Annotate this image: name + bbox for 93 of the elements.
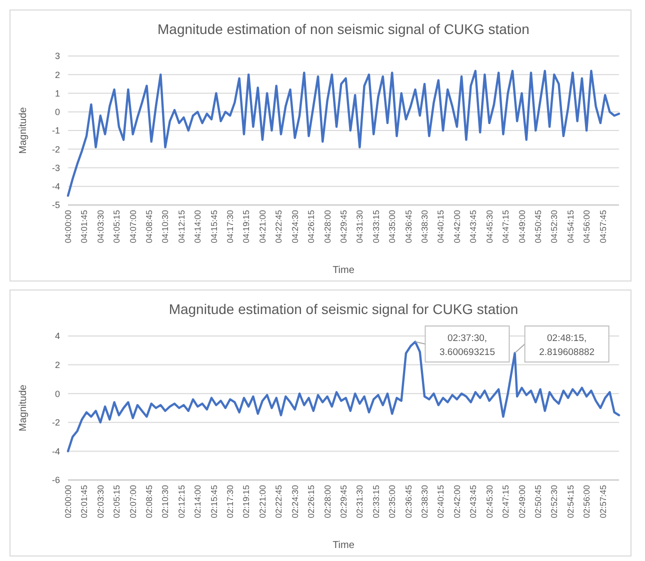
x-tick-label: 02:24:30 xyxy=(290,484,300,518)
x-tick-label: 04:00:00 xyxy=(62,210,73,244)
x-tick-label: 02:26:15 xyxy=(306,484,316,518)
x-tick-label: 02:42:00 xyxy=(452,484,462,518)
x-tick-label: 04:15:45 xyxy=(208,210,219,244)
x-axis-title: Time xyxy=(332,265,355,276)
line-series xyxy=(66,70,620,197)
x-tick-label: 04:01:45 xyxy=(79,210,90,244)
x-tick-label: 02:28:00 xyxy=(322,484,332,518)
y-tick-label: 2 xyxy=(54,360,60,370)
x-tick-label: 02:17:30 xyxy=(225,484,236,518)
y-tick-label: -5 xyxy=(52,200,60,210)
y-tick-label: -1 xyxy=(52,126,60,136)
x-tick-label: 04:21:00 xyxy=(257,210,268,244)
x-tick-label: 04:45:30 xyxy=(484,210,494,244)
x-tick-label: 04:14:00 xyxy=(192,210,203,244)
x-tick-label: 02:57:45 xyxy=(598,484,608,518)
x-tick-label: 02:14:00 xyxy=(192,484,203,518)
x-tick-label: 04:49:00 xyxy=(516,210,527,244)
x-tick-label: 02:40:15 xyxy=(436,484,446,518)
x-tick-label: 02:21:00 xyxy=(257,484,268,518)
x-tick-label: 04:52:30 xyxy=(549,210,560,244)
x-tick-label: 04:57:45 xyxy=(598,210,608,244)
y-tick-label: 4 xyxy=(54,331,60,342)
y-axis-title: Magnitude xyxy=(18,384,29,432)
chart-title: Magnitude estimation of seismic signal for CUKG station xyxy=(168,301,518,317)
x-tick-label: 04:38:30 xyxy=(420,210,430,244)
annotation: 02:48:15, 2.819608882 xyxy=(539,333,595,358)
x-tick-label: 02:45:30 xyxy=(484,484,494,518)
x-tick-label: 02:49:00 xyxy=(516,484,527,518)
x-tick-label: 02:47:15 xyxy=(500,484,511,518)
x-tick-label: 04:40:15 xyxy=(436,210,446,244)
x-tick-label: 04:42:00 xyxy=(452,210,462,244)
x-tick-label: 04:50:45 xyxy=(532,210,543,244)
x-tick-label: 02:43:45 xyxy=(468,484,478,518)
y-tick-label: 1 xyxy=(54,88,60,98)
y-axis-title: Magnitude xyxy=(18,106,29,154)
x-tick-label: 02:10:30 xyxy=(160,484,170,518)
x-tick-label: 02:15:45 xyxy=(208,484,219,518)
chart-title: Magnitude estimation of non seismic signal of CUKG station xyxy=(158,21,530,37)
x-tick-label: 04:56:00 xyxy=(582,210,592,244)
x-tick-label: 02:36:45 xyxy=(403,484,414,518)
x-tick-label: 04:19:15 xyxy=(241,210,252,244)
x-tick-label: 04:36:45 xyxy=(403,210,414,244)
x-tick-label: 02:35:00 xyxy=(387,484,398,518)
x-tick-label: 02:19:15 xyxy=(241,484,252,518)
x-tick-label: 02:08:45 xyxy=(144,484,154,518)
x-axis-title: Time xyxy=(332,540,355,551)
x-tick-label: 04:35:00 xyxy=(387,210,398,244)
x-tick-label: 04:22:45 xyxy=(274,210,284,244)
x-tick-label: 04:28:00 xyxy=(322,210,332,244)
x-tick-label: 04:08:45 xyxy=(144,210,154,244)
x-tick-label: 02:33:15 xyxy=(370,484,381,518)
x-tick-label: 02:05:15 xyxy=(112,484,122,518)
x-tick-label: 04:43:45 xyxy=(468,210,478,244)
x-tick-label: 04:33:15 xyxy=(370,210,381,244)
y-tick-label: -2 xyxy=(52,144,60,154)
x-tick-label: 04:31:30 xyxy=(354,210,365,244)
x-tick-label: 04:12:15 xyxy=(176,210,186,244)
x-tick-label: 02:29:45 xyxy=(338,484,348,518)
x-tick-label: 04:10:30 xyxy=(160,210,170,244)
y-tick-label: -4 xyxy=(52,182,60,192)
x-tick-label: 04:05:15 xyxy=(112,210,122,244)
x-tick-label: 02:56:00 xyxy=(582,484,592,518)
x-tick-label: 04:24:30 xyxy=(290,210,300,244)
x-tick-label: 02:00:00 xyxy=(62,484,73,518)
x-tick-label: 02:52:30 xyxy=(549,484,560,518)
x-tick-label: 02:22:45 xyxy=(274,484,284,518)
y-tick-label: 3 xyxy=(54,51,60,62)
y-tick-label: 0 xyxy=(54,107,60,118)
x-tick-label: 04:17:30 xyxy=(225,210,236,244)
x-tick-label: 04:03:30 xyxy=(95,210,106,244)
annotation: 02:37:30, 3.600693215 xyxy=(440,333,495,358)
x-tick-label: 04:26:15 xyxy=(306,210,316,244)
y-tick-label: -2 xyxy=(52,418,60,428)
y-tick-label: 0 xyxy=(54,388,60,399)
y-tick-label: 2 xyxy=(54,70,60,80)
x-tick-label: 04:07:00 xyxy=(128,210,138,244)
x-tick-label: 04:29:45 xyxy=(338,210,348,244)
x-tick-label: 02:03:30 xyxy=(95,484,106,518)
y-tick-label: -3 xyxy=(52,162,60,173)
x-tick-label: 02:54:15 xyxy=(565,484,576,518)
x-tick-label: 04:54:15 xyxy=(565,210,576,244)
x-tick-label: 02:07:00 xyxy=(128,484,138,518)
x-tick-label: 02:50:45 xyxy=(532,484,543,518)
y-tick-label: -6 xyxy=(52,475,60,486)
line-series xyxy=(66,340,620,452)
x-tick-label: 02:38:30 xyxy=(420,484,430,518)
x-tick-label: 02:12:15 xyxy=(176,484,186,518)
y-tick-label: -4 xyxy=(52,446,60,456)
x-tick-label: 04:47:15 xyxy=(500,210,511,244)
x-tick-label: 02:31:30 xyxy=(354,484,365,518)
x-tick-label: 02:01:45 xyxy=(79,484,90,518)
